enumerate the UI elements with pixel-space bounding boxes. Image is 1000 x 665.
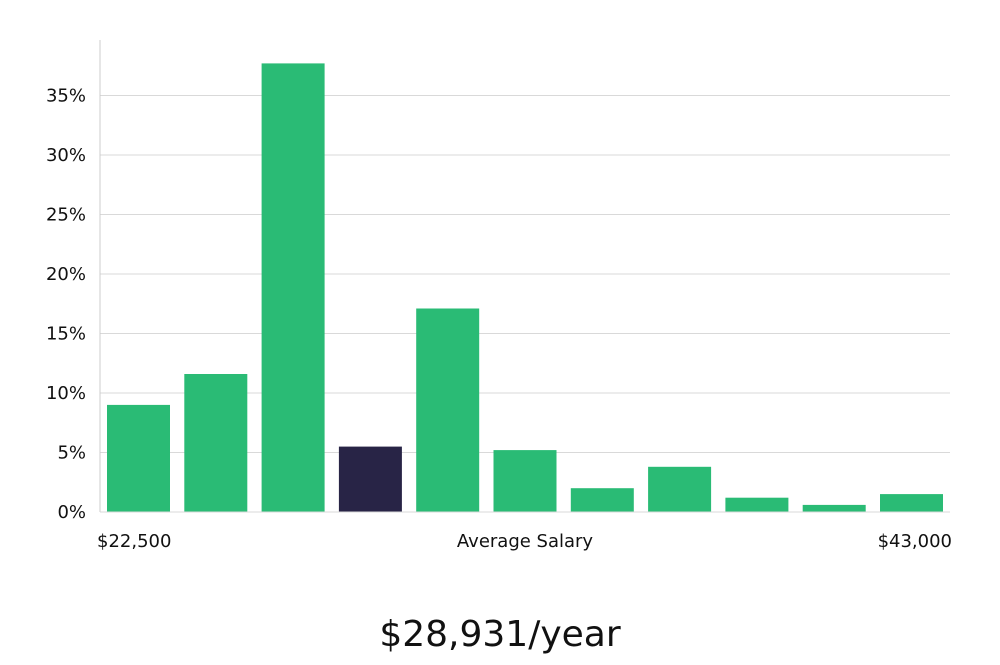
bar — [648, 466, 712, 512]
bars — [107, 63, 943, 513]
y-tick-label: 15% — [46, 324, 86, 345]
y-tick-label: 10% — [46, 383, 86, 404]
bar — [880, 494, 943, 512]
bar — [725, 497, 789, 512]
average-salary-value: $28,931/year — [379, 614, 621, 655]
y-tick-label: 35% — [46, 86, 86, 107]
salary-distribution-chart: 0% 5% 10% 15% 20% 25% 30% 35% $22,500 Average S… — [46, 40, 952, 552]
y-tick-label: 30% — [46, 145, 86, 166]
x-axis-min-label: $22,500 — [97, 531, 171, 552]
x-axis-max-label: $43,000 — [878, 531, 952, 552]
y-tick-label: 20% — [46, 264, 86, 285]
bar — [570, 488, 634, 512]
axes: 0% 5% 10% 15% 20% 25% 30% 35% — [46, 40, 950, 523]
bar — [416, 308, 480, 512]
y-tick-label: 5% — [57, 443, 86, 464]
bar — [184, 374, 248, 512]
y-tick-label: 25% — [46, 205, 86, 226]
bar — [802, 504, 866, 512]
highlighted-bar — [338, 446, 402, 512]
bar — [261, 63, 325, 513]
y-tick-label: 0% — [57, 502, 86, 523]
bar — [493, 450, 557, 512]
bar — [107, 404, 170, 512]
x-axis-title: Average Salary — [457, 531, 594, 552]
